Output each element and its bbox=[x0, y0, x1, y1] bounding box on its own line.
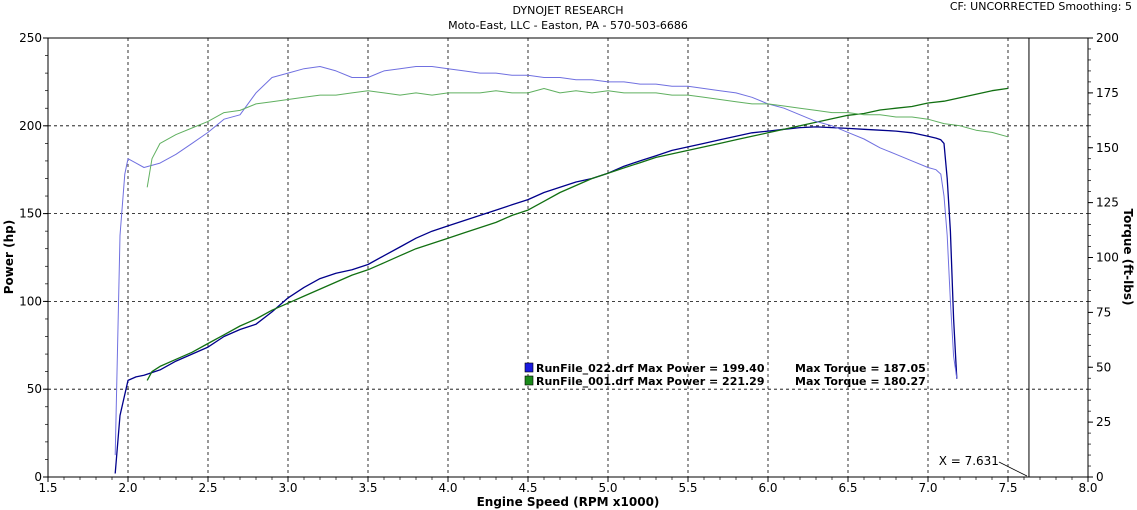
x-tick-label: 1.5 bbox=[38, 481, 57, 495]
legend-swatch-022 bbox=[524, 362, 534, 373]
y2-tick-label: 50 bbox=[1096, 360, 1111, 374]
x-tick-label: 3.0 bbox=[278, 481, 297, 495]
legend-torque-001: Max Torque = 180.27 bbox=[795, 375, 926, 388]
rpm-cursor[interactable]: X = 7.631 bbox=[939, 38, 1030, 477]
x-tick-label: 8.0 bbox=[1078, 481, 1097, 495]
y2-tick-label: 0 bbox=[1096, 470, 1104, 484]
legend-torque-022: Max Torque = 187.05 bbox=[795, 362, 926, 375]
plot-frame bbox=[47, 37, 1089, 478]
correction-settings: CF: UNCORRECTED Smoothing: 5 bbox=[950, 0, 1132, 13]
y-tick-label: 250 bbox=[19, 31, 42, 45]
x-tick-label: 5.5 bbox=[678, 481, 697, 495]
axis-ticks: 1.5 2.0 2.5 3.0 3.5 4.0 4.5 5.0 5.5 6.0 6.5 7.0 7.5 8… bbox=[19, 31, 1119, 495]
cursor-readout: X = 7.631 bbox=[939, 454, 999, 468]
y2-tick-label: 125 bbox=[1096, 196, 1119, 210]
y2-tick-label: 100 bbox=[1096, 251, 1119, 265]
legend: RunFile_022.drf Max Power = 199.40 Max T… bbox=[524, 362, 926, 388]
x-tick-label: 2.5 bbox=[198, 481, 217, 495]
x-tick-label: 2.0 bbox=[118, 481, 137, 495]
x-axis-title: Engine Speed (RPM x1000) bbox=[477, 495, 660, 509]
legend-swatch-001 bbox=[524, 375, 534, 386]
x-tick-label: 4.0 bbox=[438, 481, 457, 495]
x-tick-label: 5.0 bbox=[598, 481, 617, 495]
y-tick-label: 50 bbox=[27, 382, 42, 396]
x-tick-label: 4.5 bbox=[518, 481, 537, 495]
x-tick-label: 6.5 bbox=[838, 481, 857, 495]
grid bbox=[48, 38, 1088, 477]
torque-line-runfile_022-drf bbox=[114, 66, 958, 456]
y2-tick-label: 150 bbox=[1096, 141, 1119, 155]
x-tick-label: 7.5 bbox=[998, 481, 1017, 495]
legend-entry-022: RunFile_022.drf Max Power = 199.40 bbox=[536, 362, 765, 375]
series-lines bbox=[114, 66, 1009, 474]
power-line-runfile_022-drf bbox=[114, 126, 958, 474]
y-tick-label: 0 bbox=[34, 470, 42, 484]
cursor-pointer bbox=[998, 461, 1028, 477]
x-tick-label: 6.0 bbox=[758, 481, 777, 495]
y-tick-label: 150 bbox=[19, 207, 42, 221]
y2-tick-label: 75 bbox=[1096, 305, 1111, 319]
y-tick-label: 200 bbox=[19, 119, 42, 133]
y-axis-title: Power (hp) bbox=[2, 220, 16, 294]
chart-title: DYNOJET RESEARCH bbox=[513, 4, 624, 17]
torque-line-runfile_001-drf bbox=[146, 88, 1009, 188]
power-line-runfile_001-drf bbox=[146, 87, 1009, 381]
chart-subtitle: Moto-East, LLC - Easton, PA - 570-503-66… bbox=[448, 19, 688, 32]
y2-tick-label: 175 bbox=[1096, 86, 1119, 100]
y2-tick-label: 200 bbox=[1096, 31, 1119, 45]
y-tick-label: 100 bbox=[19, 294, 42, 308]
y2-axis-title: Torque (ft-lbs) bbox=[1121, 209, 1135, 306]
y2-tick-label: 25 bbox=[1096, 415, 1111, 429]
x-tick-label: 3.5 bbox=[358, 481, 377, 495]
legend-entry-001: RunFile_001.drf Max Power = 221.29 bbox=[536, 375, 765, 388]
x-tick-label: 7.0 bbox=[918, 481, 937, 495]
